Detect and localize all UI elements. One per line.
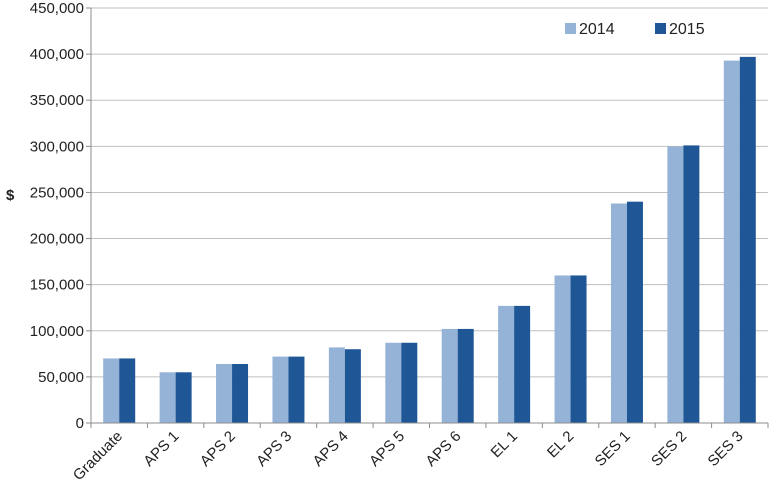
bar-2015-aps-2 — [232, 363, 249, 423]
bar-2014-aps-6 — [441, 328, 458, 423]
y-tick-label: 400,000 — [30, 46, 84, 63]
y-tick-label: 150,000 — [30, 277, 84, 294]
bar-2015-aps-3 — [288, 356, 305, 423]
x-tick-label: SES 3 — [705, 428, 747, 470]
gridlines — [91, 7, 768, 378]
y-tick-label: 50,000 — [38, 369, 84, 386]
bar-2014-graduate — [103, 358, 120, 423]
x-tick-label: APS 2 — [197, 428, 239, 470]
y-axis-label: $ — [6, 187, 15, 204]
bar-2015-ses-3 — [739, 56, 756, 423]
y-tick-label: 450,000 — [30, 0, 84, 17]
x-tick-label: EL 1 — [487, 428, 520, 461]
x-tick-label: APS 6 — [422, 428, 464, 470]
bar-2015-aps-4 — [344, 349, 361, 423]
x-tick-label: SES 1 — [592, 428, 634, 470]
bar-2015-aps-1 — [175, 372, 192, 423]
legend-swatch-2014 — [565, 23, 576, 34]
bar-2015-el-2 — [570, 275, 587, 423]
x-tick-label: APS 3 — [253, 428, 295, 470]
y-tick-label: 300,000 — [30, 138, 84, 155]
bar-2015-ses-2 — [683, 145, 700, 423]
bar-2015-graduate — [119, 358, 136, 423]
bar-2014-el-2 — [554, 275, 571, 423]
bar-2014-aps-1 — [159, 372, 176, 423]
legend-label-2015: 2015 — [669, 21, 705, 38]
bar-2014-ses-1 — [610, 203, 627, 423]
bar-2015-aps-5 — [401, 342, 418, 423]
x-tick-label: APS 4 — [310, 428, 352, 470]
x-tick-labels: Graduate APS 1 APS 2 APS 3 APS 4 APS 5 APS 6 EL… — [70, 428, 747, 484]
bar-2015-ses-1 — [626, 201, 643, 423]
bar-2014-ses-2 — [667, 146, 684, 424]
y-tick-label: 200,000 — [30, 231, 84, 248]
x-tick-label: APS 1 — [140, 428, 182, 470]
y-tick-label: 350,000 — [30, 92, 84, 109]
bar-2014-aps-3 — [272, 356, 289, 423]
y-tick-labels: 0 50,000 100,000 150,000 200,000 250,000 300,0… — [30, 0, 84, 432]
bar-2014-el-1 — [498, 305, 515, 423]
bar-2014-ses-3 — [723, 60, 740, 424]
bar-2014-aps-2 — [216, 363, 233, 423]
x-tick-label: EL 2 — [544, 428, 577, 461]
legend-label-2014: 2014 — [579, 21, 615, 38]
bar-2015-el-1 — [514, 305, 531, 423]
axes — [86, 7, 769, 428]
legend: 2014 2015 — [565, 21, 705, 38]
bar-2015-aps-6 — [457, 328, 474, 423]
bars — [103, 56, 756, 424]
y-tick-label: 100,000 — [30, 323, 84, 340]
x-tick-label: Graduate — [70, 428, 126, 484]
bar-2014-aps-4 — [328, 347, 345, 423]
x-tick-label: SES 2 — [648, 428, 690, 470]
bar-2014-aps-5 — [385, 342, 402, 423]
x-tick-label: APS 5 — [366, 428, 408, 470]
legend-swatch-2015 — [655, 23, 666, 34]
y-tick-label: 250,000 — [30, 184, 84, 201]
y-tick-label: 0 — [76, 415, 84, 432]
